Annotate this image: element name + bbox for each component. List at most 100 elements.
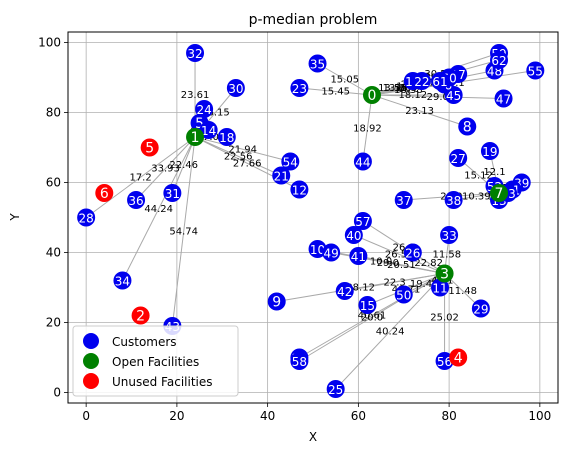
customer-point — [281, 152, 300, 171]
customer-id-label: 11 — [432, 282, 447, 296]
customer-point — [349, 247, 368, 265]
assignment-cost-label: 19.41 — [410, 279, 439, 290]
assignment-cost-label: 16.15 — [201, 108, 230, 119]
assignment-line — [121, 136, 196, 281]
customer-id-label: 38 — [446, 194, 461, 208]
customer-id-label: 54 — [283, 156, 298, 170]
customer-point — [226, 79, 245, 97]
customer-id-label: 32 — [187, 47, 202, 61]
customer-id-label: 14 — [201, 124, 216, 138]
customer-point — [353, 152, 372, 171]
assignment-cost-label: 22.46 — [169, 160, 198, 171]
unused-facility-point — [140, 138, 159, 157]
assignment-line — [171, 136, 196, 194]
customer-id-label: 8 — [463, 120, 472, 136]
x-tick-label: 60 — [351, 409, 366, 423]
assignment-cost-label: 40.24 — [376, 326, 405, 337]
assignment-cost-label: 21.94 — [228, 144, 257, 155]
customer-point — [217, 128, 236, 146]
unused-facility-point — [95, 184, 114, 202]
customer-id-label: 36 — [128, 194, 143, 208]
customer-id-label: 27 — [451, 152, 466, 166]
customer-point — [290, 180, 309, 199]
x-tick-label: 80 — [441, 409, 456, 423]
y-axis-label: Y — [8, 213, 22, 222]
customer-point — [322, 243, 341, 262]
customer-id-label: 37 — [396, 194, 411, 208]
legend-box — [72, 325, 239, 397]
assignment-cost-label: 18.92 — [353, 123, 382, 134]
assignment-line — [194, 136, 282, 176]
customer-id-label: 47 — [496, 93, 511, 107]
customer-id-label: 12 — [292, 184, 307, 198]
customer-id-label: 15 — [360, 299, 375, 313]
assignment-cost-label: 23.61 — [181, 90, 210, 101]
legend: Customers Open Facilities Unused Facilitie… — [72, 325, 239, 397]
customer-id-label: 24 — [196, 103, 211, 117]
customer-point — [344, 226, 363, 244]
assignment-cost-label: 22.3 — [384, 277, 406, 288]
customer-point — [431, 72, 450, 90]
legend-marker — [83, 333, 99, 349]
assignment-line — [171, 136, 196, 327]
assignment-line — [299, 87, 373, 96]
customer-point — [449, 149, 468, 167]
customer-point — [308, 54, 327, 73]
customer-point — [127, 191, 146, 209]
assignment-cost-label: 11.58 — [433, 249, 462, 260]
customer-point — [494, 89, 513, 108]
facility-and-customer-points: 5891011121314151617181920212223242526272… — [77, 44, 545, 398]
customer-point — [186, 44, 205, 62]
assignment-line — [344, 273, 445, 292]
customer-point — [290, 352, 309, 370]
assignment-cost-label: 26.51 — [385, 249, 414, 260]
customer-id-label: 25 — [328, 383, 343, 397]
open-facility-point — [435, 264, 454, 283]
assignment-line — [299, 273, 445, 362]
assignment-cost-label: 25.02 — [430, 312, 459, 323]
customer-id-label: 30 — [228, 82, 243, 96]
assignment-cost-label: 15.12 — [464, 171, 493, 182]
assignment-cost-label: 29.0 — [377, 258, 399, 269]
customer-point — [308, 240, 327, 258]
y-tick-label: 0 — [53, 386, 61, 400]
unused-facility-id-label: 4 — [454, 351, 463, 367]
customer-point — [444, 191, 463, 209]
x-tick-label: 20 — [169, 409, 184, 423]
open-facility-point — [362, 86, 381, 104]
y-tick-label: 40 — [46, 246, 61, 260]
assignment-line — [194, 136, 291, 162]
customer-point — [526, 61, 545, 80]
customer-id-label: 23 — [292, 82, 307, 96]
unused-facility-id-label: 5 — [145, 141, 154, 157]
customer-point — [471, 299, 490, 318]
customer-point — [394, 191, 413, 209]
customer-id-label: 45 — [446, 89, 461, 103]
unused-facility-point — [449, 348, 468, 367]
customer-point — [440, 226, 459, 244]
customer-id-label: 41 — [351, 250, 366, 264]
assignment-cost-label: 10.39 — [462, 192, 491, 203]
customer-point — [490, 51, 509, 69]
unused-facility-id-label: 6 — [100, 186, 109, 202]
assignment-cost-label: 12.1 — [483, 167, 505, 178]
customer-id-label: 44 — [355, 156, 370, 170]
open-facility-id-label: 3 — [440, 267, 449, 283]
customer-id-label: 22 — [414, 75, 429, 89]
y-tick-label: 100 — [38, 36, 61, 50]
x-tick-label: 40 — [260, 409, 275, 423]
y-tick-label: 20 — [46, 316, 61, 330]
legend-label: Customers — [112, 335, 177, 349]
customer-point — [335, 282, 354, 300]
assignment-line — [362, 94, 373, 162]
legend-label: Open Facilities — [112, 355, 199, 369]
customer-point — [358, 296, 377, 314]
assignment-cost-label: 20.51 — [387, 260, 416, 271]
customer-id-label: 10 — [310, 243, 325, 257]
open-facility-id-label: 0 — [368, 88, 377, 104]
assignment-line — [371, 94, 468, 127]
assignment-cost-label: 40.61 — [358, 311, 387, 322]
customer-id-label: 31 — [165, 187, 180, 201]
customer-id-label: 35 — [310, 58, 325, 72]
assignment-line — [335, 273, 445, 390]
